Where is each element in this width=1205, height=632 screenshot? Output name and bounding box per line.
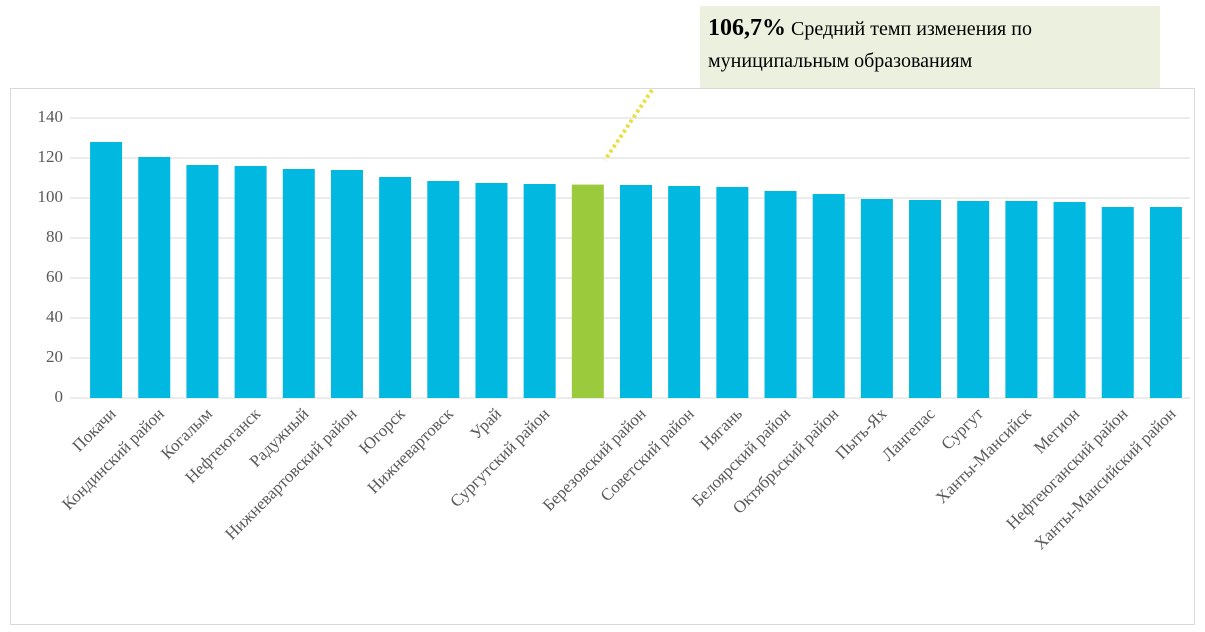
annotation-pointer bbox=[603, 88, 654, 162]
y-tick-label: 60 bbox=[46, 267, 63, 286]
annotation-text: Средний темп изменения по муниципальным … bbox=[708, 18, 1032, 72]
y-tick-label: 80 bbox=[46, 227, 63, 246]
bar bbox=[1053, 202, 1086, 398]
chart-frame bbox=[10, 88, 1195, 625]
annotation-highlight: 106,7% bbox=[708, 15, 786, 41]
bar bbox=[1101, 207, 1134, 398]
bar bbox=[282, 169, 315, 398]
bar bbox=[957, 201, 990, 398]
bar bbox=[571, 184, 604, 398]
y-tick-label: 40 bbox=[46, 307, 63, 326]
bar bbox=[90, 142, 123, 398]
bar bbox=[1005, 201, 1038, 398]
bar bbox=[186, 165, 219, 398]
annotation: 106,7% Средний темп изменения по муницип… bbox=[700, 6, 1160, 88]
bar bbox=[330, 170, 363, 398]
y-tick-label: 0 bbox=[55, 387, 64, 406]
bar bbox=[523, 184, 556, 398]
bar bbox=[379, 177, 412, 398]
bar bbox=[427, 181, 460, 398]
bar bbox=[812, 194, 845, 398]
x-tick-label: Лангепас bbox=[878, 404, 939, 465]
bar bbox=[138, 157, 171, 398]
bar bbox=[234, 166, 267, 398]
y-tick-label: 100 bbox=[38, 187, 64, 206]
bar bbox=[716, 187, 749, 398]
y-tick-label: 20 bbox=[46, 347, 63, 366]
bar bbox=[764, 191, 797, 398]
bar bbox=[909, 200, 942, 398]
y-tick-label: 140 bbox=[38, 107, 64, 126]
y-tick-label: 120 bbox=[38, 147, 64, 166]
bar bbox=[620, 185, 652, 398]
x-tick-label: Нижневартовск bbox=[364, 404, 458, 498]
x-tick-label: Урай bbox=[466, 404, 505, 443]
bar bbox=[475, 183, 508, 398]
bar bbox=[1149, 207, 1182, 398]
bar bbox=[668, 186, 701, 398]
bar bbox=[860, 199, 893, 398]
